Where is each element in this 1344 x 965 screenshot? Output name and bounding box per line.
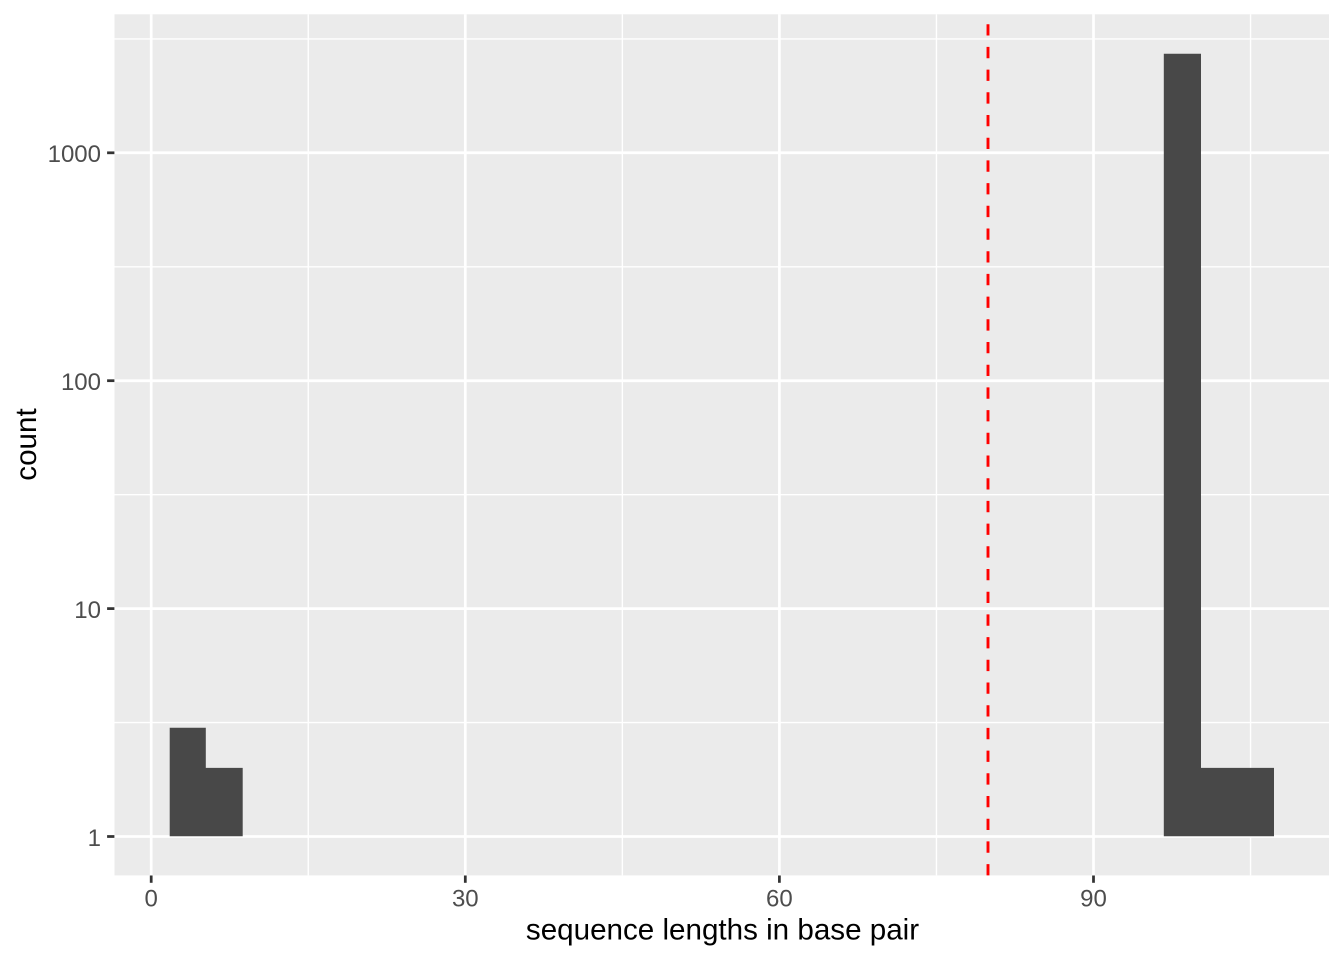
svg-text:0: 0 [145,886,158,913]
svg-text:count: count [10,408,43,480]
svg-text:60: 60 [766,886,793,913]
svg-text:1: 1 [88,825,101,852]
svg-text:1000: 1000 [48,141,101,168]
svg-text:10: 10 [74,597,101,624]
svg-text:sequence lengths in base pair: sequence lengths in base pair [526,914,919,947]
svg-text:100: 100 [61,369,101,396]
svg-text:90: 90 [1080,886,1107,913]
svg-text:30: 30 [452,886,479,913]
